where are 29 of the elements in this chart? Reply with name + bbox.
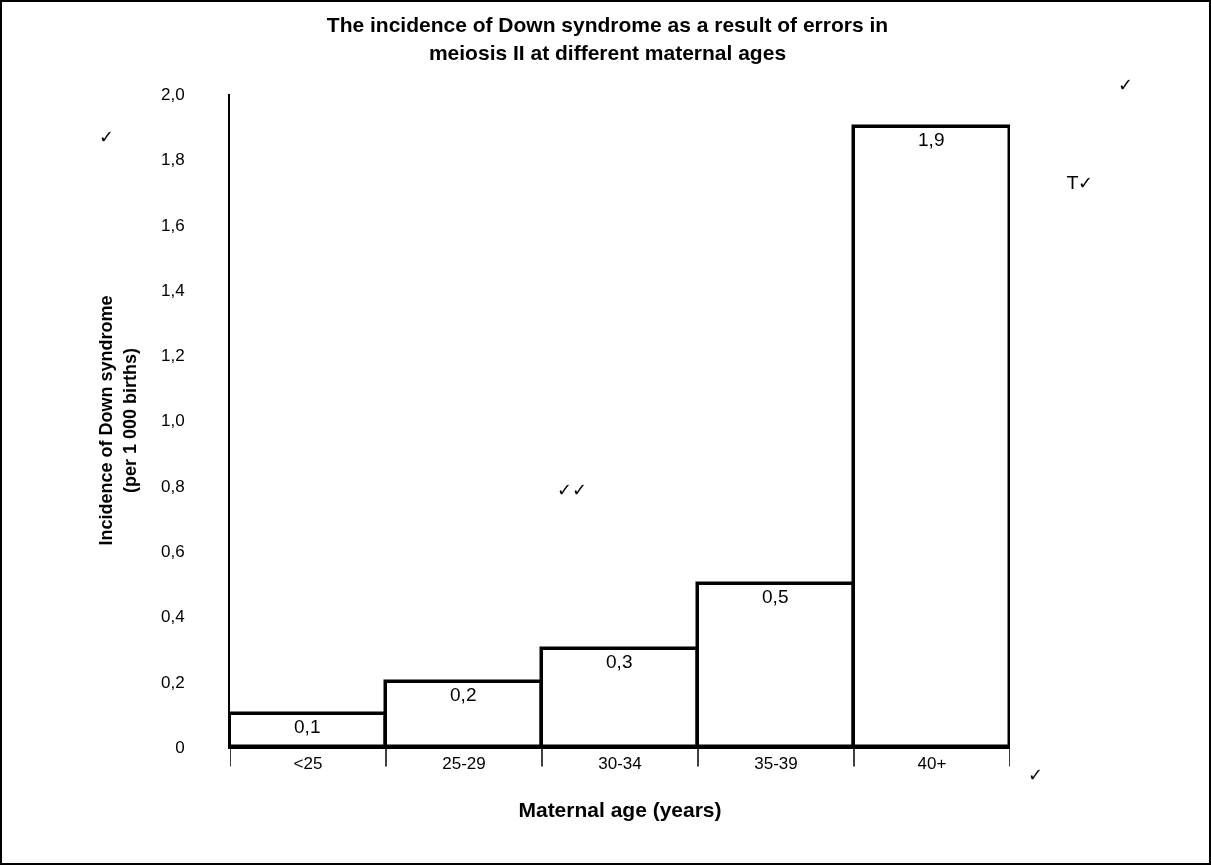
annotation: ✓✓ (557, 479, 588, 500)
x-tick-label: 40+ (917, 754, 947, 774)
data-label: 0,2 (450, 684, 477, 706)
y-tick-label: 0,8 (160, 476, 185, 496)
data-label: 0,1 (294, 716, 321, 738)
y-tick-label: 1,0 (160, 411, 185, 431)
x-tick-label: 25-29 (442, 754, 486, 774)
y-tick-label: 1,4 (160, 280, 185, 300)
y-tick-label: 0,6 (160, 542, 185, 562)
x-tick-label: 35-39 (754, 754, 798, 774)
y-tick-label: 1,6 (160, 215, 185, 235)
text: T✓ (1066, 172, 1094, 193)
data-label: 1,9 (918, 129, 945, 151)
data-label: 0,3 (606, 651, 633, 673)
y-tick-label: 2,0 (160, 84, 185, 104)
y-axis-title: Incidence of Down syndrome (per 1 000 births) (96, 295, 140, 546)
y-tick-label: 0 (175, 737, 185, 757)
y-tick-label: 0,2 (160, 672, 185, 692)
text: ✓ (1028, 764, 1044, 785)
data-label: 0,5 (762, 586, 789, 608)
y-tick-label: 0,4 (160, 607, 185, 627)
x-tick-label: 30-34 (598, 754, 642, 774)
x-axis-title: Maternal age (years) (518, 798, 722, 822)
x-tick-label: <25 (293, 754, 323, 774)
y-tick-label: 1,2 (160, 346, 185, 366)
y-tick-label: 1,8 (160, 150, 185, 170)
text: ✓ (1118, 74, 1134, 95)
text: ✓ (99, 126, 115, 147)
chart-title: The incidence of Down syndrome as a result of errors in meiosis II at different maternal ages (326, 13, 889, 64)
